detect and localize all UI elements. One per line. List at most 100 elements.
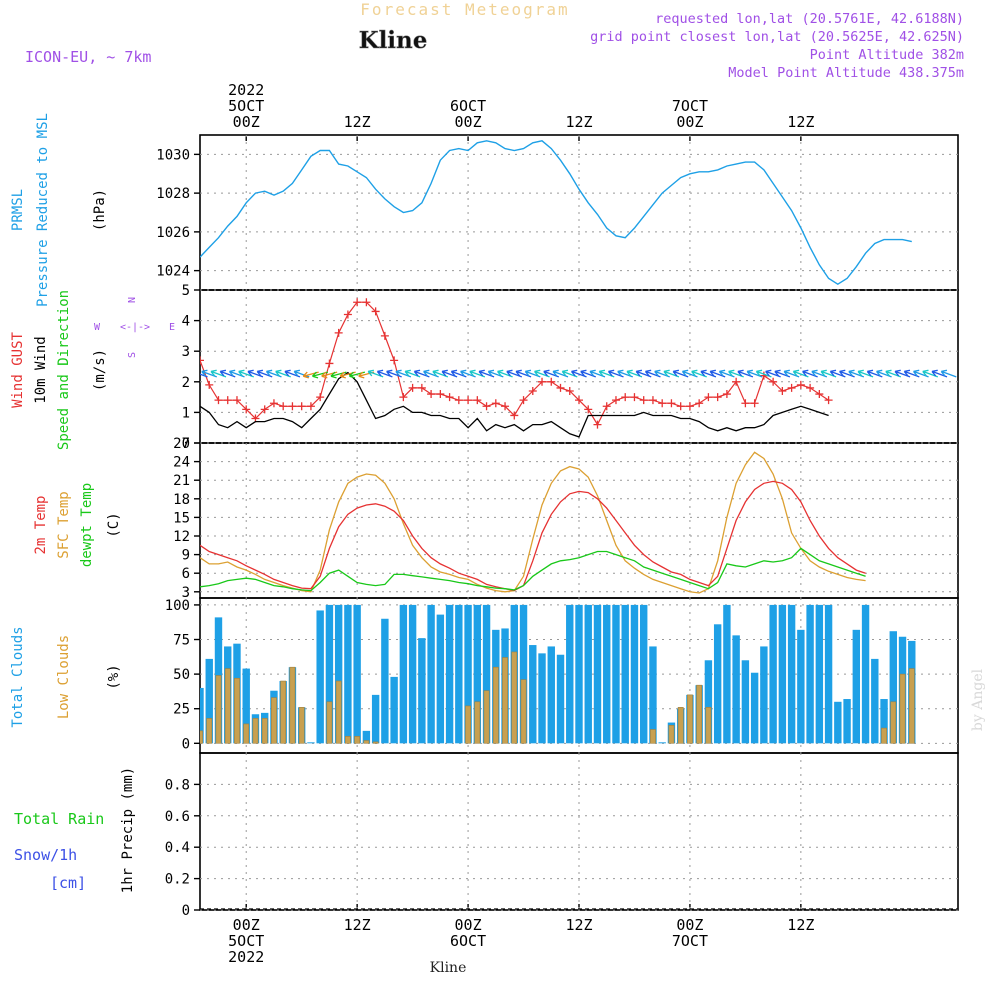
low-cloud-bar <box>502 657 508 744</box>
location-name: Kline <box>359 27 428 54</box>
wind-direction-arrow <box>293 369 310 378</box>
gust-marker <box>741 399 750 408</box>
gust-marker <box>232 396 241 405</box>
temp-ytick-label: 27 <box>173 436 190 452</box>
temp-ytick-label: 15 <box>173 510 190 526</box>
top-tick-label: 6OCT <box>450 97 486 115</box>
temp-ytick-label: 18 <box>173 492 190 508</box>
gust-marker <box>769 377 778 386</box>
total-cloud-bar <box>843 699 851 744</box>
low-cloud-bar <box>899 673 906 744</box>
total-cloud-bar <box>603 604 611 744</box>
low-cloud-bar <box>483 690 490 744</box>
gust-marker <box>667 399 676 408</box>
total-cloud-bar <box>852 629 861 744</box>
gust-marker <box>648 396 657 405</box>
gust-marker <box>593 420 602 429</box>
gust-marker <box>445 393 454 402</box>
gust-marker <box>408 383 417 392</box>
gridlines <box>200 135 958 911</box>
total-cloud-bar <box>390 676 398 744</box>
bottom-tick-label: 2022 <box>228 948 264 966</box>
gust-marker <box>806 383 815 392</box>
temp-ytick-label: 12 <box>173 529 190 545</box>
pressure-ytick-label: 1030 <box>156 147 190 163</box>
total-cloud-bar <box>427 604 435 744</box>
total-cloud-bar <box>566 604 574 744</box>
precip-ytick-label: 0.6 <box>165 809 190 825</box>
bottom-tick-label: 6OCT <box>450 932 486 950</box>
compass-arrow: <-|-> <box>120 322 150 333</box>
temp-dewpt-label: dewpt Temp <box>79 483 95 567</box>
temp-sfc-label: SFC Temp <box>56 491 72 558</box>
top-tick-label: 12Z <box>344 113 371 131</box>
gust-marker <box>602 402 611 411</box>
temp-unit: (C) <box>106 512 122 537</box>
wind-unit: (m/s) <box>92 349 108 391</box>
wind-plot <box>200 298 957 438</box>
gust-marker <box>815 390 824 399</box>
total-cloud-bar <box>473 604 482 744</box>
top-tick-label: 7OCT <box>672 97 708 115</box>
total-cloud-bar <box>547 646 555 744</box>
gust-marker <box>353 298 362 307</box>
low-cloud-bar <box>474 701 481 744</box>
cloud-unit: (%) <box>106 664 122 689</box>
bottom-tick-label: 7OCT <box>672 932 708 950</box>
compass-south: S <box>127 352 138 358</box>
credit-watermark: by Angel <box>970 668 986 731</box>
pressure-ytick-label: 1026 <box>156 225 190 241</box>
top-tick-label: 00Z <box>455 113 482 131</box>
low-cloud-bar <box>465 705 471 744</box>
gust-marker <box>223 396 232 405</box>
chart-title: Forecast Meteogram <box>360 0 569 19</box>
low-cloud-bar <box>271 697 277 744</box>
gust-marker <box>371 307 380 316</box>
temp-plot <box>200 451 866 594</box>
compass-east: E <box>169 322 175 333</box>
gust-marker <box>584 405 593 414</box>
wind-direction-arrow <box>940 369 957 378</box>
gust-marker <box>575 396 583 405</box>
gust-marker <box>399 393 408 402</box>
low-cloud-bar <box>890 701 897 744</box>
total-cloud-bar <box>482 604 491 744</box>
bottom-tick-label: 00Z <box>455 916 482 934</box>
low-cloud-bar <box>234 677 240 744</box>
low-cloud-bar <box>261 718 268 744</box>
gust-marker <box>279 402 288 411</box>
precip-cm-label: [cm] <box>50 874 86 892</box>
total-cloud-bar <box>806 604 814 744</box>
total-cloud-bar <box>399 604 408 744</box>
low-cloud-bar <box>511 651 518 744</box>
total-cloud-bar <box>344 604 352 744</box>
low-cloud-bar <box>252 718 259 744</box>
total-cloud-bar <box>834 701 842 744</box>
temp-ytick-label: 9 <box>182 548 190 564</box>
low-cloud-bar <box>206 718 213 744</box>
total-cloud-bar <box>723 604 731 744</box>
gust-marker <box>556 383 565 392</box>
total-cloud-bar <box>640 604 648 744</box>
total-cloud-bar <box>704 660 713 744</box>
gust-marker <box>676 402 685 411</box>
prmsl-line <box>200 140 912 286</box>
model-label: ICON-EU, ~ 7km <box>25 48 151 66</box>
total-cloud-bar <box>861 604 870 744</box>
total-cloud-bar <box>529 645 537 744</box>
gust-marker <box>316 393 325 402</box>
bottom-tick-label: 12Z <box>344 916 371 934</box>
bottom-tick-label: 00Z <box>676 916 703 934</box>
gust-marker <box>704 393 713 402</box>
gust-marker <box>454 396 463 405</box>
wind-arrow-shape <box>293 369 310 378</box>
cloud-ytick-label: 0 <box>182 736 190 752</box>
total-cloud-bar <box>381 618 389 744</box>
low-cloud-bar <box>696 684 703 744</box>
total-cloud-bar <box>316 610 324 744</box>
total-cloud-bar <box>205 658 213 744</box>
gust-marker <box>362 298 371 307</box>
top-tick-label: 12Z <box>565 113 592 131</box>
gust-marker <box>297 402 306 411</box>
